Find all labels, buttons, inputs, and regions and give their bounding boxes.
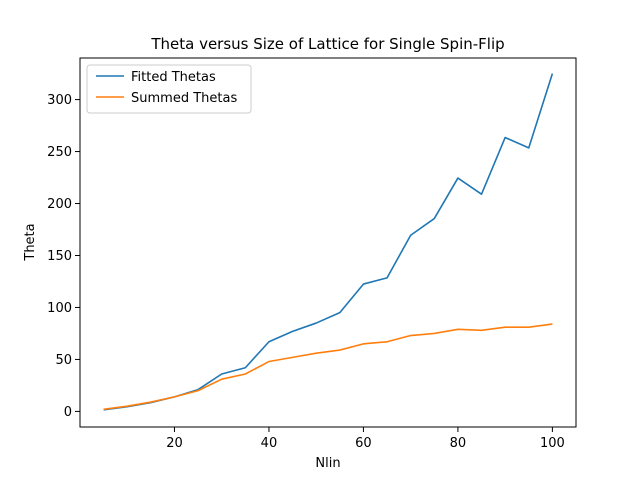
x-tick-label: 20: [166, 436, 183, 451]
legend-label-summed-thetas: Summed Thetas: [131, 91, 237, 106]
chart-title: Theta versus Size of Lattice for Single …: [150, 35, 504, 53]
x-axis-label: Nlin: [315, 456, 340, 471]
y-tick-label: 50: [55, 353, 72, 368]
x-axis-ticks: 20 40 60 80 100: [166, 427, 565, 451]
y-tick-label: 200: [47, 197, 72, 212]
legend: Fitted Thetas Summed Thetas: [86, 64, 252, 114]
y-axis-label: Theta: [23, 223, 38, 261]
plot-frame: [79, 57, 577, 428]
x-tick-label: 60: [355, 436, 372, 451]
y-tick-label: 150: [47, 249, 72, 264]
y-tick-label: 300: [47, 93, 72, 108]
legend-label-fitted-thetas: Fitted Thetas: [131, 70, 216, 85]
y-tick-label: 100: [47, 301, 72, 316]
legend-box: [86, 64, 252, 114]
y-tick-label: 250: [47, 145, 72, 160]
y-tick-label: 0: [64, 405, 72, 420]
x-tick-label: 80: [450, 436, 467, 451]
series-layer: [103, 73, 554, 411]
series-line-summed-thetas: [103, 323, 553, 411]
y-axis-ticks: 0 50 100 150 200 250 300: [47, 93, 80, 420]
x-tick-label: 40: [261, 436, 278, 451]
x-tick-label: 100: [540, 436, 565, 451]
